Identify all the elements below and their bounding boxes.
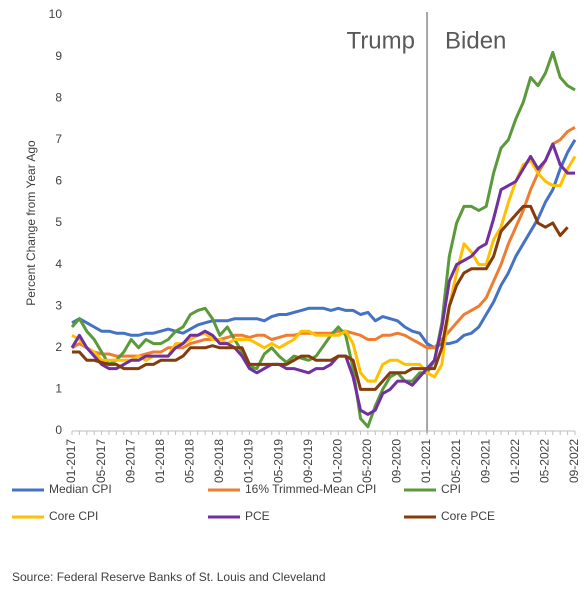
x-tick-label: 01-2018 <box>153 439 167 483</box>
x-tick-label: 05-2021 <box>449 439 463 483</box>
y-tick-label: 2 <box>55 340 62 354</box>
annotation: Biden <box>445 27 506 54</box>
y-tick-label: 6 <box>55 174 62 188</box>
series-line <box>70 142 575 416</box>
source: Source: Federal Reserve Banks of St. Lou… <box>12 570 326 584</box>
y-tick-label: 5 <box>55 215 62 229</box>
x-tick-label: 09-2017 <box>123 439 137 483</box>
x-tick-label: 01-2019 <box>242 439 256 483</box>
y-tick-label: 10 <box>49 7 63 21</box>
legend-label: 16% Trimmed-Mean CPI <box>245 482 376 496</box>
y-tick-label: 4 <box>55 257 62 271</box>
legend-label: PCE <box>245 509 270 523</box>
legend-label: Median CPI <box>49 482 112 496</box>
y-tick-label: 9 <box>55 49 62 63</box>
series-line <box>71 139 577 350</box>
x-tick-label: 01-2020 <box>330 439 344 483</box>
x-tick-label: 01-2022 <box>508 439 522 483</box>
legend-label: CPI <box>441 482 461 496</box>
series-line <box>72 204 569 391</box>
x-tick-label: 09-2020 <box>390 439 404 483</box>
y-tick-label: 7 <box>55 132 62 146</box>
x-tick-label: 09-2021 <box>478 439 492 483</box>
x-tick-label: 09-2022 <box>567 439 581 483</box>
x-tick-label: 05-2017 <box>94 439 108 483</box>
y-tick-label: 3 <box>55 298 62 312</box>
x-tick-label: 01-2017 <box>64 439 78 483</box>
y-tick-label: 1 <box>55 382 62 396</box>
y-tick-label: 0 <box>55 423 62 437</box>
legend-label: Core CPI <box>49 509 98 523</box>
y-tick-label: 8 <box>55 90 62 104</box>
series-line <box>70 50 576 429</box>
annotation: Trump <box>347 27 415 54</box>
x-tick-label: 05-2020 <box>360 439 374 483</box>
legend-label: Core PCE <box>441 509 495 523</box>
x-tick-label: 05-2019 <box>271 439 285 483</box>
x-tick-label: 05-2022 <box>538 439 552 483</box>
x-tick-label: 09-2018 <box>212 439 226 483</box>
y-axis-label: Percent Change from Year Ago <box>24 140 38 306</box>
x-tick-label: 05-2018 <box>183 439 197 483</box>
series-line <box>71 125 576 358</box>
x-tick-label: 09-2019 <box>301 439 315 483</box>
x-tick-label: 01-2021 <box>419 439 433 483</box>
